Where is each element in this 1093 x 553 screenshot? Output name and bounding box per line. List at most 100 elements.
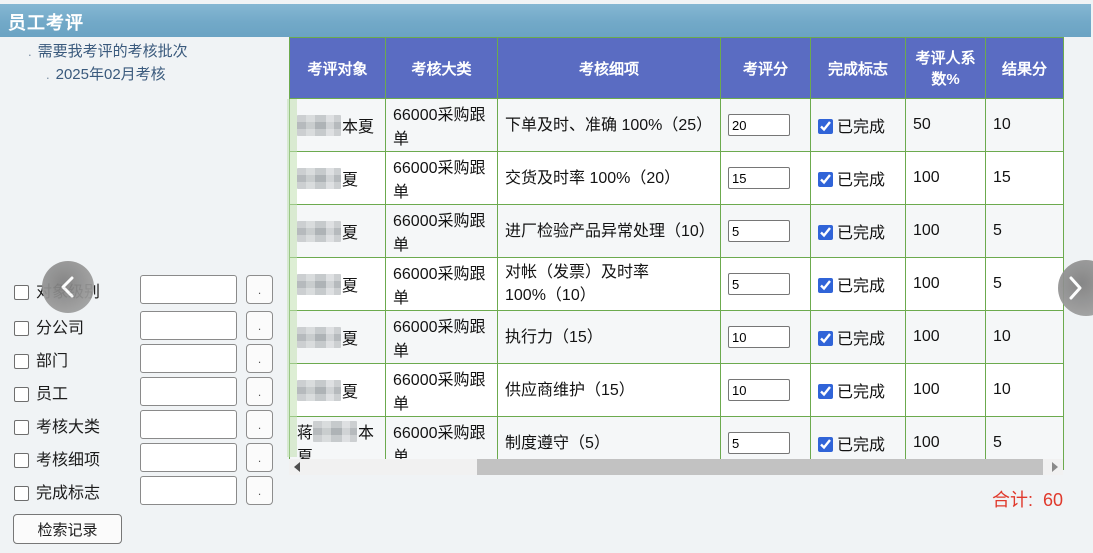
filter-label: 考核大类	[36, 419, 101, 436]
employee-input[interactable]	[140, 377, 237, 406]
censored-name	[297, 274, 341, 295]
filter-row-category: 考核大类 .	[14, 409, 276, 442]
branch-picker-button[interactable]: .	[246, 311, 273, 340]
prev-page-button[interactable]	[42, 261, 94, 313]
table-row: 夏 66000采购跟单 交货及时率 100%（20） 已完成 100 15	[289, 151, 1064, 205]
tree-bullet-icon: .	[46, 67, 50, 82]
table-row: 夏 66000采购跟单 对帐（发票）及时率 100%（10） 已完成 100 5	[289, 257, 1064, 311]
result-cell: 10	[985, 363, 1064, 417]
tree-item-batches[interactable]: . 需要我考评的考核批次	[0, 40, 286, 63]
total-value: 60	[1042, 490, 1063, 510]
object-level-input[interactable]	[140, 275, 237, 304]
detail-item-link[interactable]: 执行力（15）	[497, 310, 721, 364]
complete-flag-checkbox[interactable]	[14, 485, 29, 501]
filter-label: 考核细项	[36, 452, 101, 469]
detail-item-picker-button[interactable]: .	[246, 443, 273, 472]
filter-row-department: 部门 .	[14, 343, 276, 376]
detail-item-link[interactable]: 下单及时、准确 100%（25）	[497, 98, 721, 152]
completed-checkbox[interactable]	[818, 384, 833, 399]
detail-item-checkbox[interactable]	[14, 452, 29, 468]
complete-cell: 已完成	[810, 363, 906, 417]
result-cell: 10	[985, 98, 1064, 152]
weight-cell: 100	[905, 204, 986, 258]
scroll-left-icon	[294, 462, 300, 472]
detail-item-link[interactable]: 进厂检验产品异常处理（10）	[497, 204, 721, 258]
score-input[interactable]	[728, 273, 790, 295]
page-title: 员工考评	[8, 13, 84, 33]
col-header-result: 结果分	[985, 37, 1064, 99]
employee-checkbox[interactable]	[14, 386, 29, 402]
completed-checkbox[interactable]	[818, 225, 833, 240]
col-header-detail: 考核细项	[497, 37, 721, 99]
col-header-target: 考评对象	[289, 37, 386, 99]
col-header-weight: 考评人系数%	[905, 37, 986, 99]
score-input[interactable]	[728, 114, 790, 136]
object-level-picker-button[interactable]: .	[246, 275, 273, 304]
complete-cell: 已完成	[810, 257, 906, 311]
weight-cell: 100	[905, 151, 986, 205]
censored-name	[297, 327, 341, 348]
detail-item-link[interactable]: 对帐（发票）及时率 100%（10）	[497, 257, 721, 311]
completed-checkbox[interactable]	[818, 437, 833, 452]
col-header-category: 考核大类	[385, 37, 498, 99]
result-cell: 10	[985, 310, 1064, 364]
table-row: 本夏 66000采购跟单 下单及时、准确 100%（25） 已完成 50 10	[289, 98, 1064, 152]
department-checkbox[interactable]	[14, 353, 29, 369]
filter-row-complete-flag: 完成标志 .	[14, 475, 276, 508]
category-cell: 66000采购跟单	[385, 98, 498, 152]
score-cell	[720, 98, 811, 152]
completed-checkbox[interactable]	[818, 331, 833, 346]
category-cell: 66000采购跟单	[385, 310, 498, 364]
chevron-right-icon	[1069, 276, 1082, 300]
filter-label: 分公司	[36, 320, 85, 337]
detail-item-link[interactable]: 供应商维护（15）	[497, 363, 721, 417]
complete-flag-picker-button[interactable]: .	[246, 476, 273, 505]
score-input[interactable]	[728, 326, 790, 348]
censored-name	[297, 380, 341, 401]
category-cell: 66000采购跟单	[385, 151, 498, 205]
department-input[interactable]	[140, 344, 237, 373]
scroll-right-button[interactable]	[1047, 459, 1063, 475]
table-row: 夏 66000采购跟单 执行力（15） 已完成 100 10	[289, 310, 1064, 364]
score-input[interactable]	[728, 167, 790, 189]
department-picker-button[interactable]: .	[246, 344, 273, 373]
filter-panel: 对象级别 . 分公司 . 部门 . 员工 . 考核大类 . 考核细项 . 完成标…	[0, 0, 286, 553]
score-cell	[720, 151, 811, 205]
category-picker-button[interactable]: .	[246, 410, 273, 439]
detail-item-input[interactable]	[140, 443, 237, 472]
branch-checkbox[interactable]	[14, 320, 29, 336]
tree-item-label: 需要我考评的考核批次	[37, 43, 188, 60]
detail-item-link[interactable]: 交货及时率 100%（20）	[497, 151, 721, 205]
scrollbar-thumb[interactable]	[477, 459, 1043, 475]
score-input[interactable]	[728, 220, 790, 242]
evaluation-table-container: 考评对象 考核大类 考核细项 考评分 完成标志 考评人系数% 结果分 本夏 66…	[287, 37, 1064, 470]
target-cell: 夏	[289, 310, 386, 364]
result-cell: 15	[985, 151, 1064, 205]
score-input[interactable]	[728, 379, 790, 401]
search-records-button[interactable]: 检索记录	[13, 514, 122, 544]
scroll-left-button[interactable]	[289, 459, 305, 475]
censored-name	[297, 168, 341, 189]
horizontal-scrollbar[interactable]	[289, 459, 1063, 475]
censored-name	[313, 421, 358, 442]
target-cell: 夏	[289, 257, 386, 311]
object-level-checkbox[interactable]	[14, 284, 29, 300]
table-row: 夏 66000采购跟单 供应商维护（15） 已完成 100 10	[289, 363, 1064, 417]
completed-checkbox[interactable]	[818, 278, 833, 293]
weight-cell: 100	[905, 310, 986, 364]
weight-cell: 100	[905, 363, 986, 417]
filter-row-branch: 分公司 .	[14, 310, 276, 343]
filter-label: 部门	[36, 353, 69, 370]
employee-picker-button[interactable]: .	[246, 377, 273, 406]
title-bar: 员工考评	[0, 4, 1091, 37]
category-checkbox[interactable]	[14, 419, 29, 435]
total-row: 合计: 60	[860, 486, 1063, 512]
tree-item-batch-2025-02[interactable]: . 2025年02月考核	[0, 63, 286, 86]
complete-flag-input[interactable]	[140, 476, 237, 505]
completed-checkbox[interactable]	[818, 172, 833, 187]
completed-checkbox[interactable]	[818, 119, 833, 134]
branch-input[interactable]	[140, 311, 237, 340]
tree-bullet-icon: .	[28, 44, 32, 59]
category-input[interactable]	[140, 410, 237, 439]
score-input[interactable]	[728, 432, 790, 454]
